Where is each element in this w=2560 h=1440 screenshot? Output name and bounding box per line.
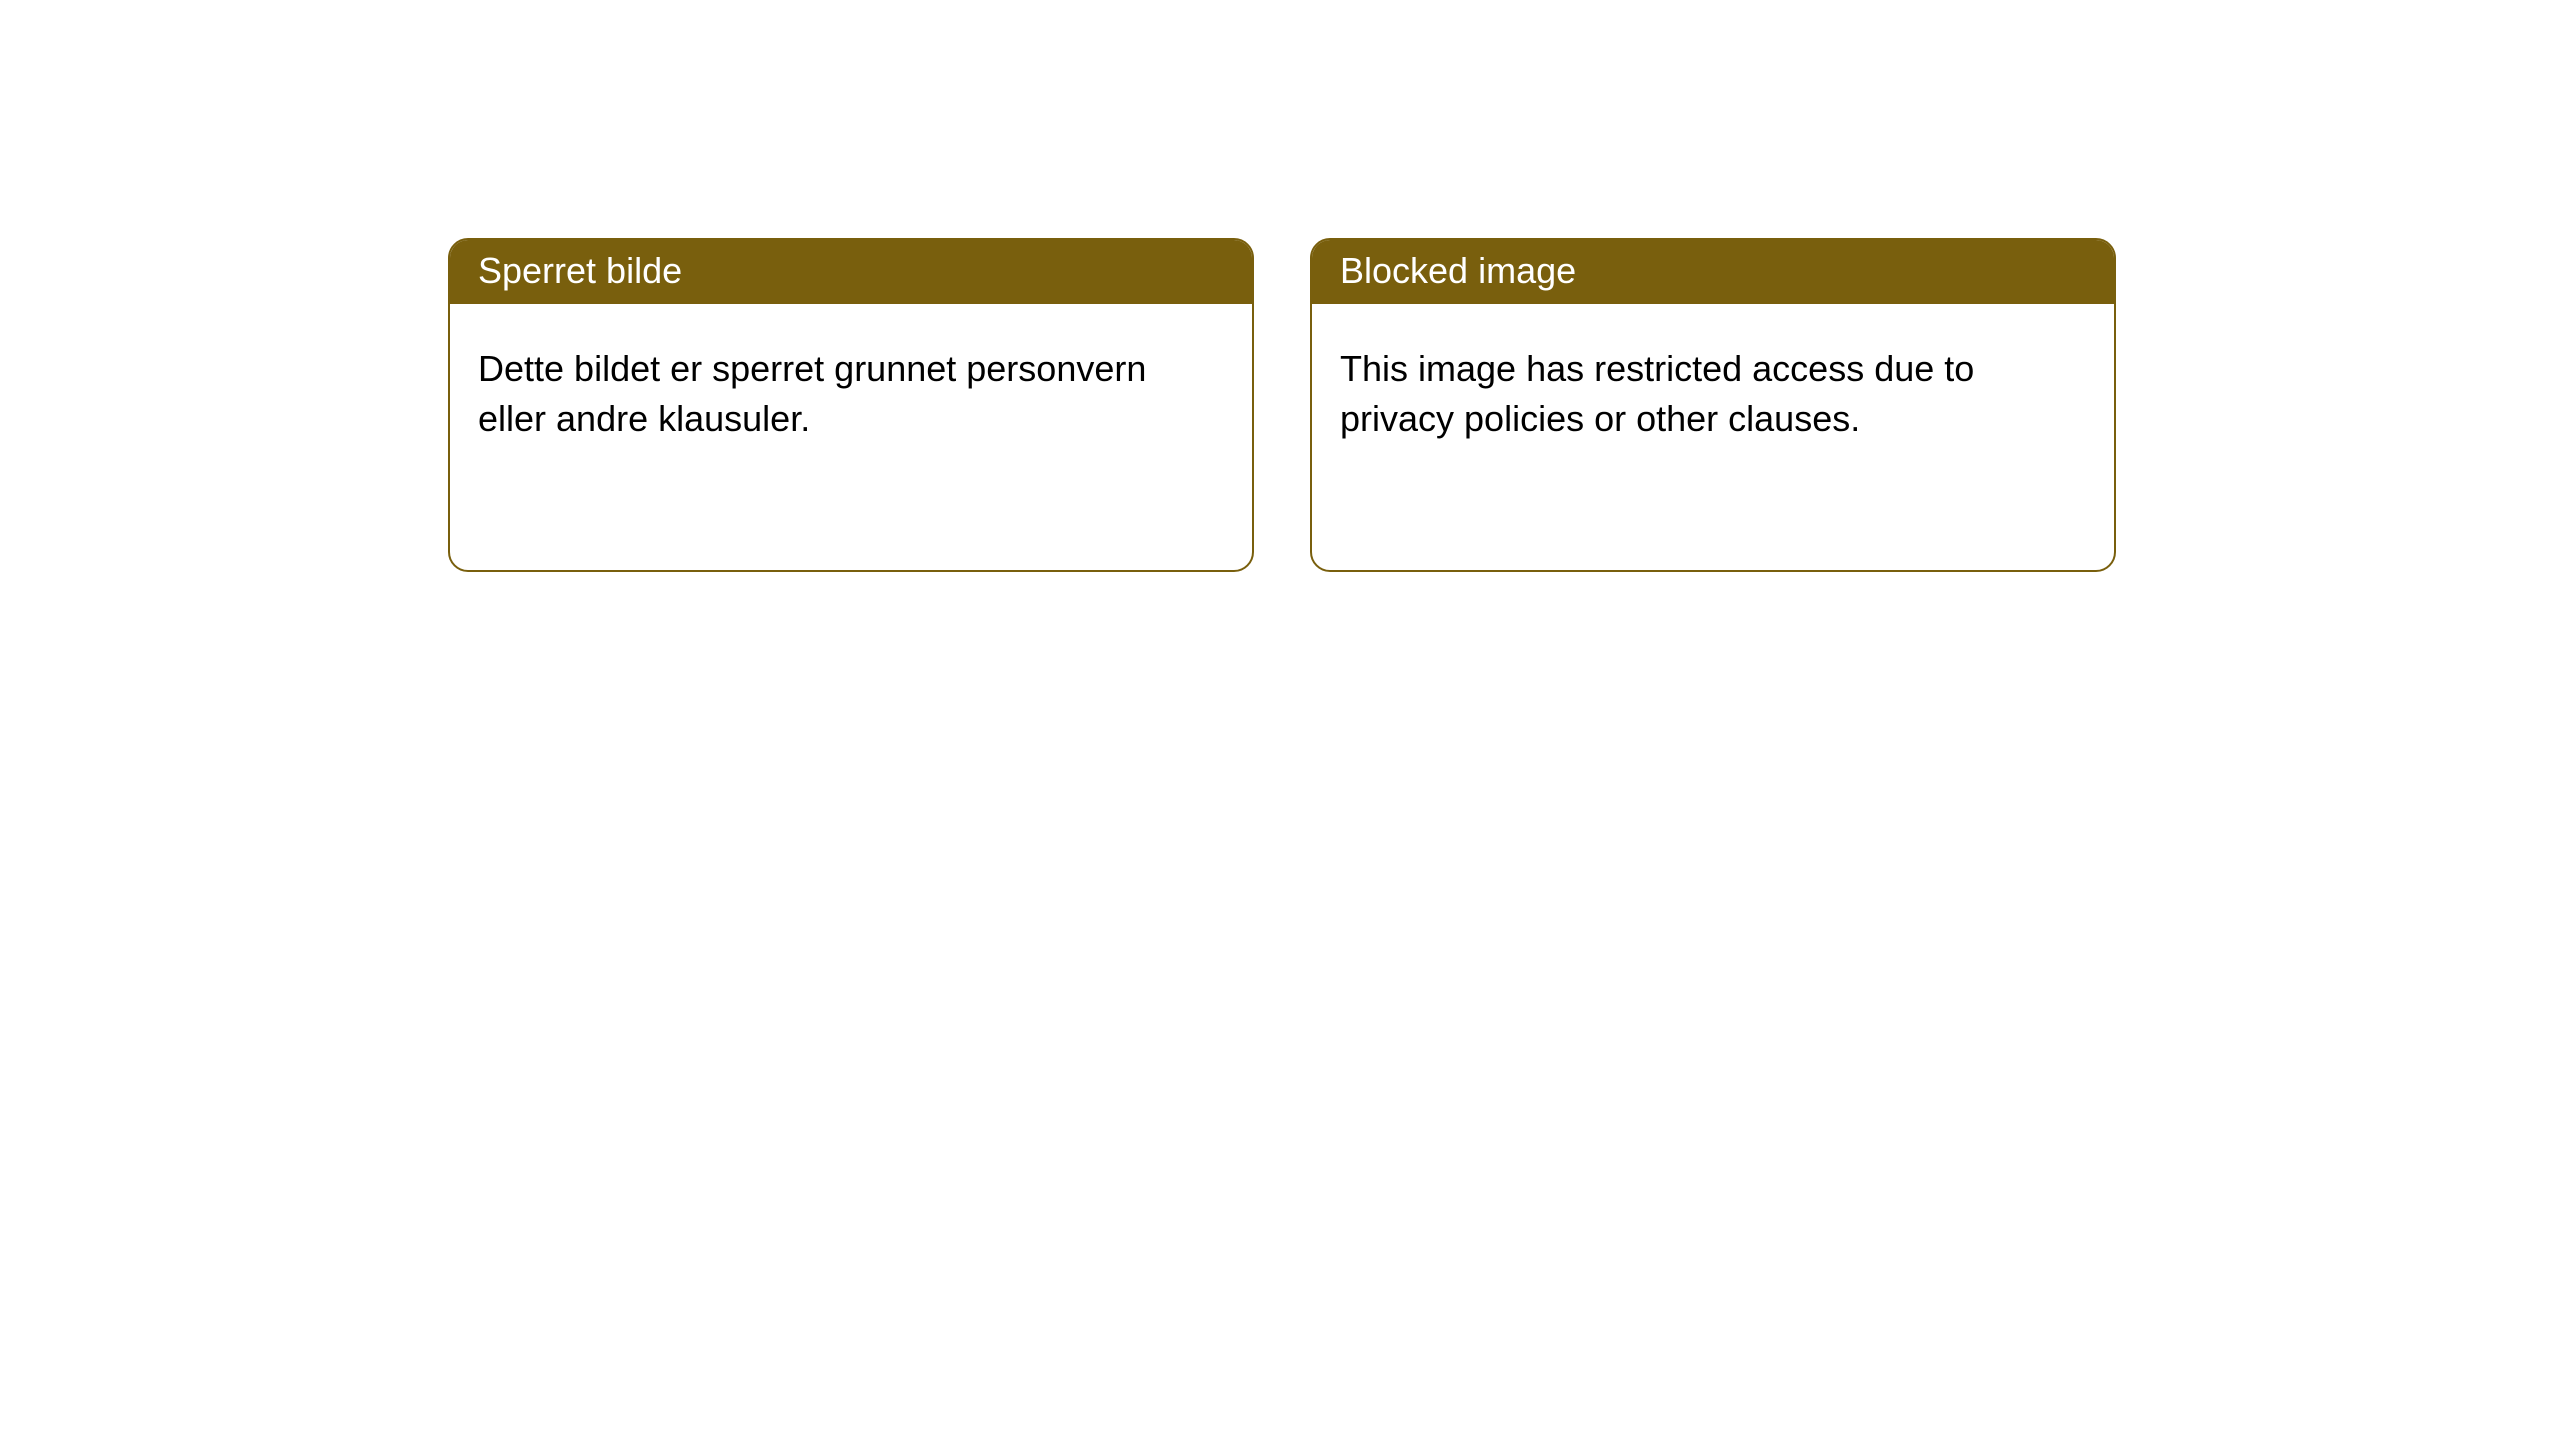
card-header-en: Blocked image	[1312, 240, 2114, 304]
card-body-en: This image has restricted access due to …	[1312, 304, 2114, 485]
card-title-en: Blocked image	[1340, 250, 1576, 291]
card-header-no: Sperret bilde	[450, 240, 1252, 304]
blocked-image-card-no: Sperret bilde Dette bildet er sperret gr…	[448, 238, 1254, 572]
card-message-en: This image has restricted access due to …	[1340, 348, 1974, 439]
card-body-no: Dette bildet er sperret grunnet personve…	[450, 304, 1252, 485]
card-title-no: Sperret bilde	[478, 250, 682, 291]
blocked-image-card-en: Blocked image This image has restricted …	[1310, 238, 2116, 572]
notice-container: Sperret bilde Dette bildet er sperret gr…	[0, 0, 2560, 572]
card-message-no: Dette bildet er sperret grunnet personve…	[478, 348, 1146, 439]
